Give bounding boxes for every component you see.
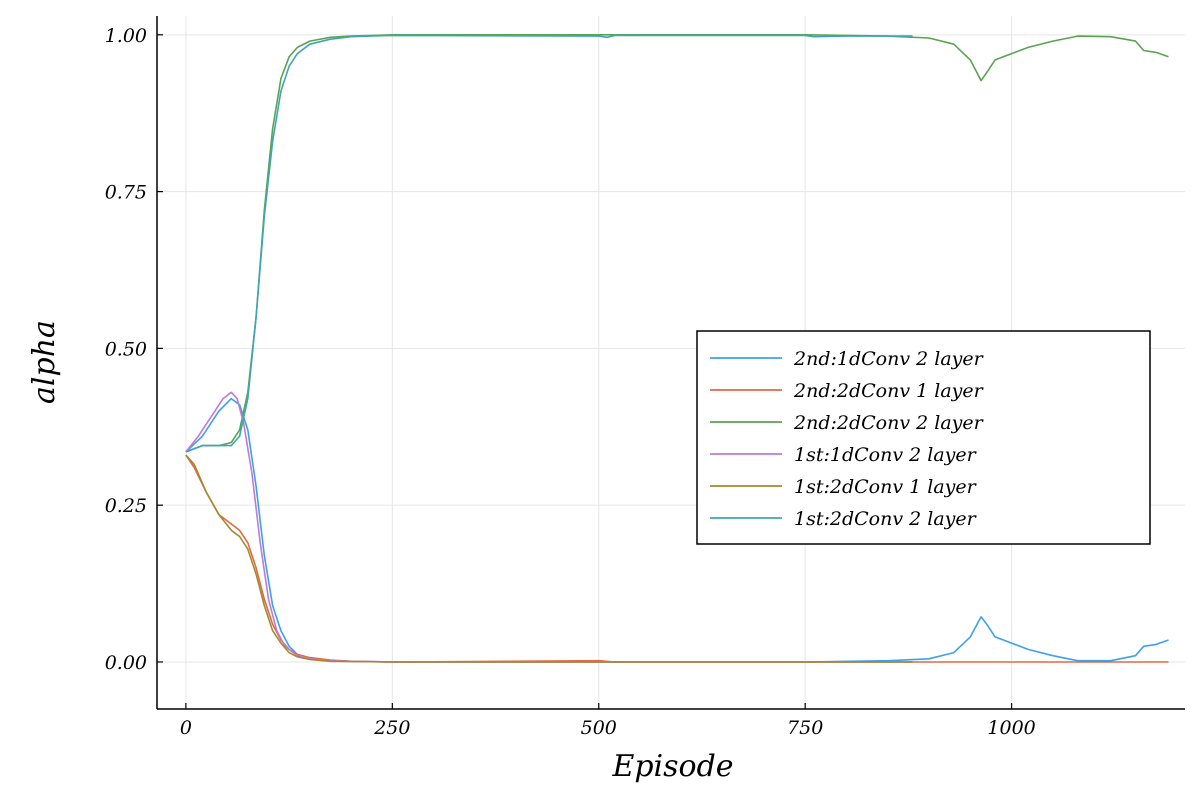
legend-label: 2nd:2dConv 2 layer (793, 412, 985, 434)
legend-item: 2nd:2dConv 1 layer (710, 380, 985, 402)
series-layer (185, 34, 1169, 663)
legend-item: 1st:2dConv 2 layer (710, 508, 978, 530)
tick-layer: 0 250 500 750 1000 0.00 0.25 0.50 0.75 1.00 (105, 25, 1036, 739)
legend-items: 2nd:1dConv 2 layer 2nd:2dConv 1 layer 2nd:… (710, 348, 985, 530)
y-tick-label: 0.50 (105, 338, 147, 360)
legend-box (696, 330, 1151, 545)
x-axis-title: Episode (611, 749, 733, 784)
axis-layer (156, 16, 1185, 710)
legend-label: 1st:2dConv 1 layer (794, 476, 978, 498)
x-tick-label: 0 (180, 717, 192, 739)
legend-label: 2nd:2dConv 1 layer (793, 380, 985, 402)
legend-item: 1st:2dConv 1 layer (710, 476, 978, 498)
legend-item: 1st:1dConv 2 layer (710, 444, 978, 466)
series-line-5 (185, 454, 913, 663)
y-tick-label: 0.00 (105, 652, 147, 674)
legend-label: 1st:2dConv 2 layer (794, 508, 978, 530)
y-tick-label: 0.75 (105, 182, 147, 204)
legend-label: 2nd:1dConv 2 layer (793, 348, 985, 370)
legend-label: 1st:1dConv 2 layer (794, 444, 978, 466)
x-tick-label: 500 (581, 717, 617, 739)
y-axis-title: alpha (27, 320, 62, 404)
y-tick-label: 0.25 (105, 495, 147, 517)
legend-item: 2nd:1dConv 2 layer (710, 348, 985, 370)
x-tick-label: 750 (787, 717, 823, 739)
legend: 2nd:1dConv 2 layer 2nd:2dConv 1 layer 2nd:… (696, 330, 1151, 545)
y-tick-label: 1.00 (105, 25, 147, 47)
series-line-6 (185, 34, 913, 453)
x-tick-label: 1000 (987, 717, 1035, 739)
x-tick-label: 250 (373, 717, 410, 739)
legend-item: 2nd:2dConv 2 layer (710, 412, 985, 434)
